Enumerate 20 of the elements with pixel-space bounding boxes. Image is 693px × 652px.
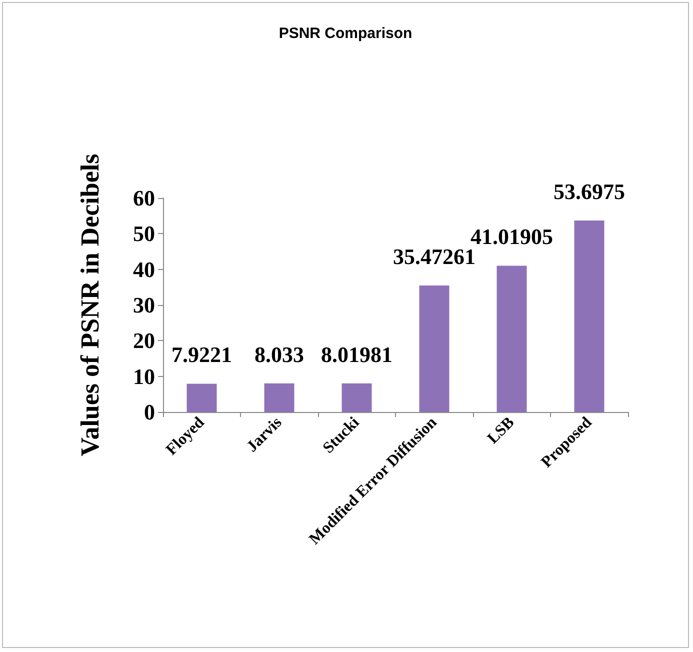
bar bbox=[186, 384, 217, 412]
y-tick-label: 50 bbox=[133, 221, 155, 246]
y-axis-title: Values of PSNR in Decibels bbox=[76, 154, 104, 456]
bar bbox=[264, 383, 294, 412]
data-label: 7.9221 bbox=[172, 342, 232, 368]
data-label: 53.6975 bbox=[554, 178, 625, 204]
data-label: 8.01981 bbox=[321, 342, 392, 367]
y-tick-label: 0 bbox=[144, 400, 155, 424]
y-tick-label: 10 bbox=[133, 364, 155, 389]
bar bbox=[419, 285, 450, 412]
bar bbox=[496, 266, 527, 412]
bar bbox=[342, 383, 372, 412]
y-tick-label: 60 bbox=[133, 186, 155, 210]
chart-title: PSNR Comparison bbox=[278, 25, 412, 42]
data-label: 8.033 bbox=[254, 342, 304, 367]
y-tick-label: 20 bbox=[133, 328, 155, 354]
y-tick-label: 30 bbox=[133, 292, 155, 318]
x-tick-label: LSB bbox=[484, 414, 518, 448]
y-tick-label: 40 bbox=[133, 256, 155, 282]
bar bbox=[574, 220, 604, 412]
